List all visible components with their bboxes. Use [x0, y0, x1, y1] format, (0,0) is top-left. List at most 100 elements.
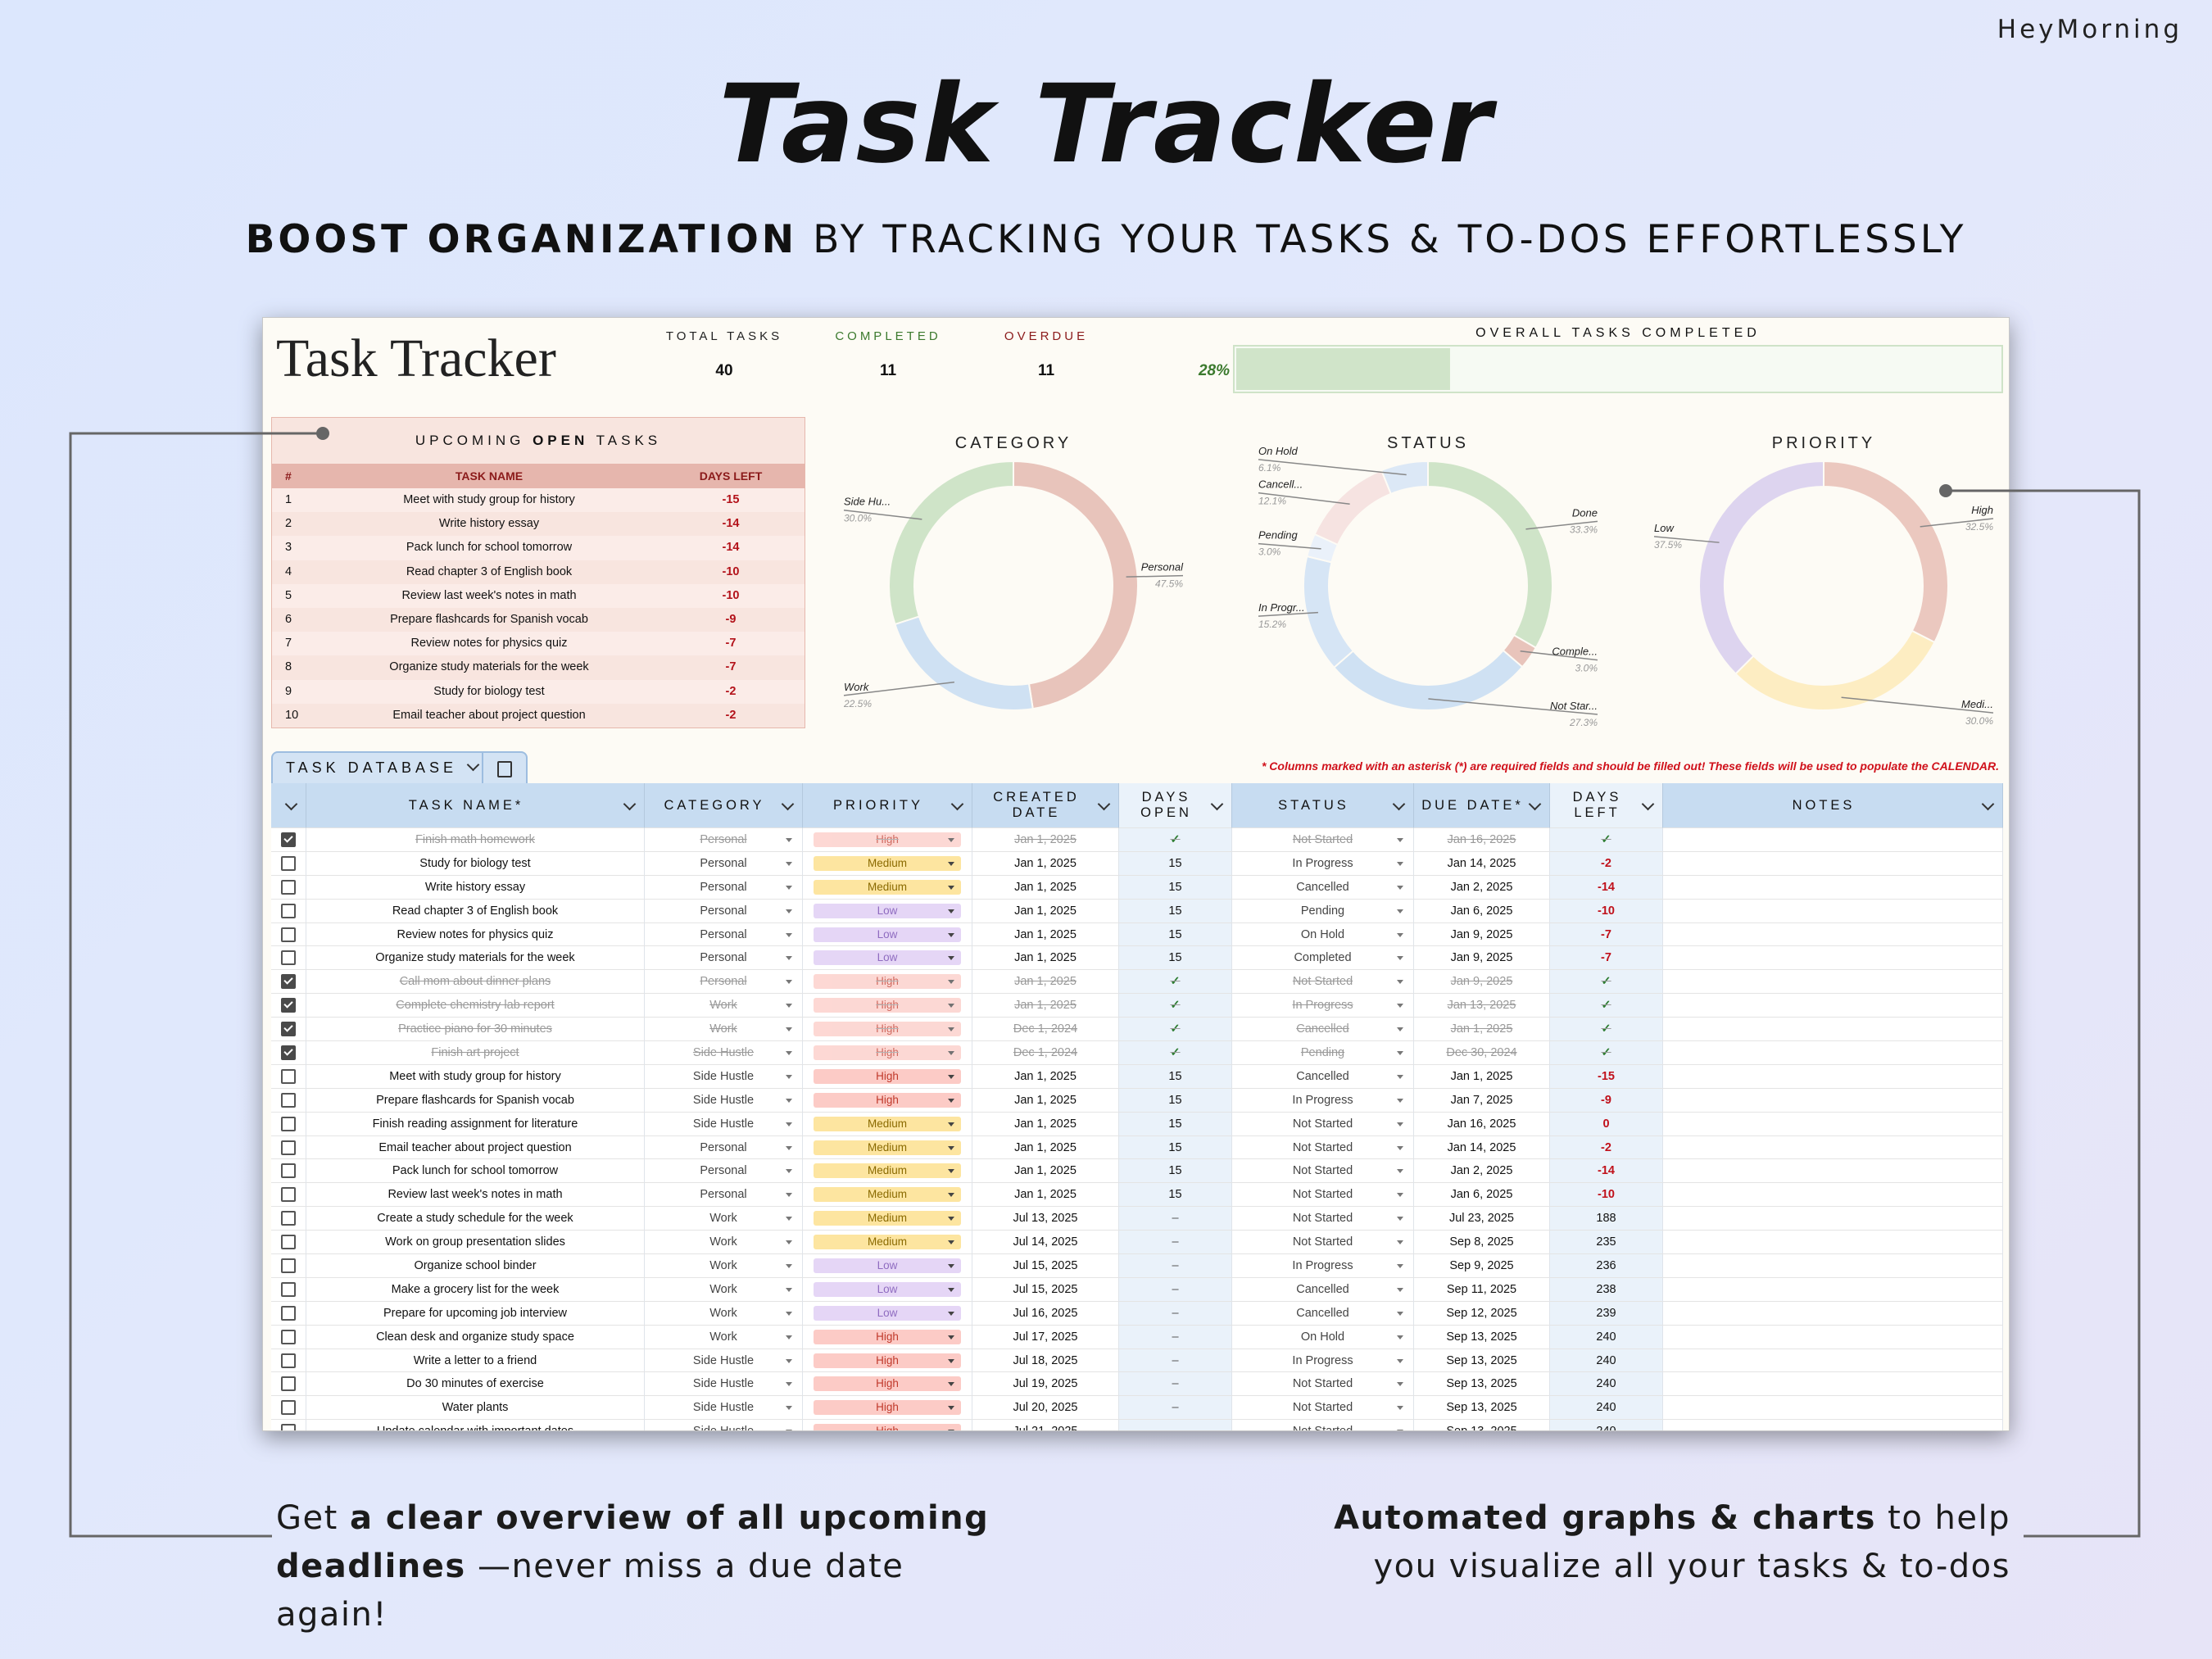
cell[interactable]: Pending [1232, 1041, 1414, 1065]
checkbox[interactable] [281, 998, 296, 1013]
cell[interactable]: Not Started [1232, 970, 1414, 995]
cell[interactable]: Work [645, 994, 803, 1018]
checkbox[interactable] [281, 1376, 296, 1392]
cell[interactable]: In Progress [1232, 1088, 1414, 1113]
checkbox[interactable] [281, 1140, 296, 1155]
cell[interactable]: Not Started [1232, 1396, 1414, 1421]
checkbox[interactable] [281, 1092, 296, 1108]
cell[interactable]: Personal [645, 970, 803, 995]
priority-chip[interactable]: Medium [814, 1163, 961, 1179]
priority-chip[interactable]: Medium [814, 1187, 961, 1203]
checkbox[interactable] [281, 927, 296, 942]
cell[interactable]: Not Started [1232, 1231, 1414, 1255]
cell[interactable]: Personal [645, 1183, 803, 1208]
priority-chip[interactable]: High [814, 1092, 961, 1108]
checkbox[interactable] [281, 950, 296, 966]
cell[interactable]: Side Hustle [645, 1372, 803, 1397]
checkbox[interactable] [281, 1353, 296, 1368]
cell[interactable]: Cancelled [1232, 1301, 1414, 1326]
checkbox[interactable] [281, 832, 296, 847]
priority-chip[interactable]: High [814, 1329, 961, 1344]
checkbox[interactable] [281, 855, 296, 871]
checkbox[interactable] [281, 1068, 296, 1084]
cell[interactable]: Work [645, 1018, 803, 1042]
priority-chip[interactable]: High [814, 1045, 961, 1060]
cell[interactable]: Work [645, 1301, 803, 1326]
priority-chip[interactable]: Medium [814, 1140, 961, 1155]
cell[interactable]: On Hold [1232, 922, 1414, 947]
cell[interactable]: Personal [645, 946, 803, 971]
priority-chip[interactable]: High [814, 832, 961, 847]
priority-chip[interactable]: Low [814, 1258, 961, 1273]
cell[interactable]: Side Hustle [645, 1420, 803, 1430]
priority-chip[interactable]: High [814, 1424, 961, 1430]
priority-chip[interactable]: Medium [814, 855, 961, 871]
priority-chip[interactable]: Low [814, 927, 961, 942]
calculator-icon[interactable] [482, 753, 526, 784]
cell[interactable]: Personal [645, 1135, 803, 1160]
cell[interactable]: In Progress [1232, 994, 1414, 1018]
priority-chip[interactable]: Medium [814, 879, 961, 895]
checkbox[interactable] [281, 1424, 296, 1430]
checkbox[interactable] [281, 1163, 296, 1179]
priority-chip[interactable]: High [814, 1376, 961, 1392]
cell[interactable]: Side Hustle [645, 1396, 803, 1421]
cell[interactable]: Personal [645, 1159, 803, 1184]
cell[interactable]: Not Started [1232, 1183, 1414, 1208]
priority-chip[interactable]: High [814, 974, 961, 990]
priority-chip[interactable]: Low [814, 1305, 961, 1321]
priority-chip[interactable]: Medium [814, 1235, 961, 1250]
database-tab[interactable]: TASK DATABASE [271, 751, 528, 784]
checkbox[interactable] [281, 1329, 296, 1344]
cell[interactable]: Completed [1232, 946, 1414, 971]
cell[interactable]: Cancelled [1232, 875, 1414, 900]
cell[interactable]: Personal [645, 828, 803, 852]
cell[interactable]: Personal [645, 899, 803, 923]
priority-chip[interactable]: High [814, 1068, 961, 1084]
cell[interactable]: Not Started [1232, 1135, 1414, 1160]
cell[interactable]: Not Started [1232, 1372, 1414, 1397]
checkbox[interactable] [281, 1211, 296, 1226]
cell[interactable]: Personal [645, 851, 803, 876]
priority-chip[interactable]: High [814, 1400, 961, 1416]
cell[interactable]: On Hold [1232, 1325, 1414, 1349]
cell[interactable]: Pending [1232, 899, 1414, 923]
priority-chip[interactable]: Low [814, 950, 961, 966]
cell[interactable]: Side Hustle [645, 1088, 803, 1113]
checkbox[interactable] [281, 1400, 296, 1416]
checkbox[interactable] [281, 1258, 296, 1273]
checkbox[interactable] [281, 1281, 296, 1297]
priority-chip[interactable]: Low [814, 1281, 961, 1297]
cell[interactable]: Side Hustle [645, 1112, 803, 1136]
cell[interactable]: Cancelled [1232, 1277, 1414, 1302]
cell[interactable]: Side Hustle [645, 1041, 803, 1065]
cell[interactable]: Cancelled [1232, 1064, 1414, 1089]
checkbox[interactable] [281, 1022, 296, 1037]
cell[interactable]: Personal [645, 922, 803, 947]
checkbox[interactable] [281, 1045, 296, 1060]
checkbox[interactable] [281, 903, 296, 918]
cell[interactable]: Work [645, 1325, 803, 1349]
checkbox[interactable] [281, 879, 296, 895]
priority-chip[interactable]: Medium [814, 1211, 961, 1226]
cell[interactable]: Not Started [1232, 1420, 1414, 1430]
cell[interactable]: In Progress [1232, 851, 1414, 876]
priority-chip[interactable]: Low [814, 903, 961, 918]
priority-chip[interactable]: Medium [814, 1116, 961, 1131]
priority-chip[interactable]: High [814, 1353, 961, 1368]
priority-chip[interactable]: High [814, 1022, 961, 1037]
cell[interactable]: Cancelled [1232, 1018, 1414, 1042]
checkbox[interactable] [281, 1235, 296, 1250]
cell[interactable]: Not Started [1232, 828, 1414, 852]
cell[interactable]: Work [645, 1277, 803, 1302]
cell[interactable]: Not Started [1232, 1112, 1414, 1136]
priority-chip[interactable]: High [814, 998, 961, 1013]
cell[interactable]: Personal [645, 875, 803, 900]
cell[interactable]: In Progress [1232, 1349, 1414, 1373]
cell[interactable]: Side Hustle [645, 1349, 803, 1373]
cell[interactable]: In Progress [1232, 1254, 1414, 1278]
cell[interactable]: Not Started [1232, 1159, 1414, 1184]
cell[interactable]: Work [645, 1254, 803, 1278]
cell[interactable]: Not Started [1232, 1207, 1414, 1231]
checkbox[interactable] [281, 1187, 296, 1203]
